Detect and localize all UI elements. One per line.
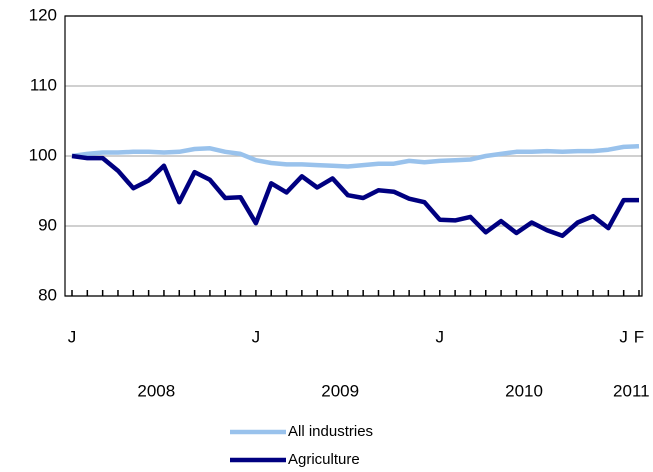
legend: All industries Agriculture: [230, 423, 373, 468]
x-group-label: 2011: [613, 381, 650, 400]
y-tick-label: 90: [38, 215, 57, 234]
x-group-label: 2008: [137, 381, 175, 400]
series-line: [71, 153, 639, 239]
legend-label: Agriculture: [288, 451, 360, 468]
x-tick-label: F: [634, 327, 644, 346]
legend-label: All industries: [288, 423, 373, 440]
y-tick-label: 80: [38, 285, 57, 304]
x-tick-label: J: [68, 327, 77, 346]
y-tick-label: 100: [29, 145, 57, 164]
plot-frame: [64, 15, 643, 297]
y-tick-label: 110: [30, 75, 57, 94]
x-tick-label: J: [619, 327, 628, 346]
y-tick-label: 120: [29, 5, 57, 24]
x-group-label: 2009: [321, 381, 359, 400]
x-tick-label: J: [252, 327, 261, 346]
x-tick-label: J: [436, 327, 445, 346]
x-group-label: 2010: [505, 381, 543, 400]
series-line: [71, 143, 640, 169]
